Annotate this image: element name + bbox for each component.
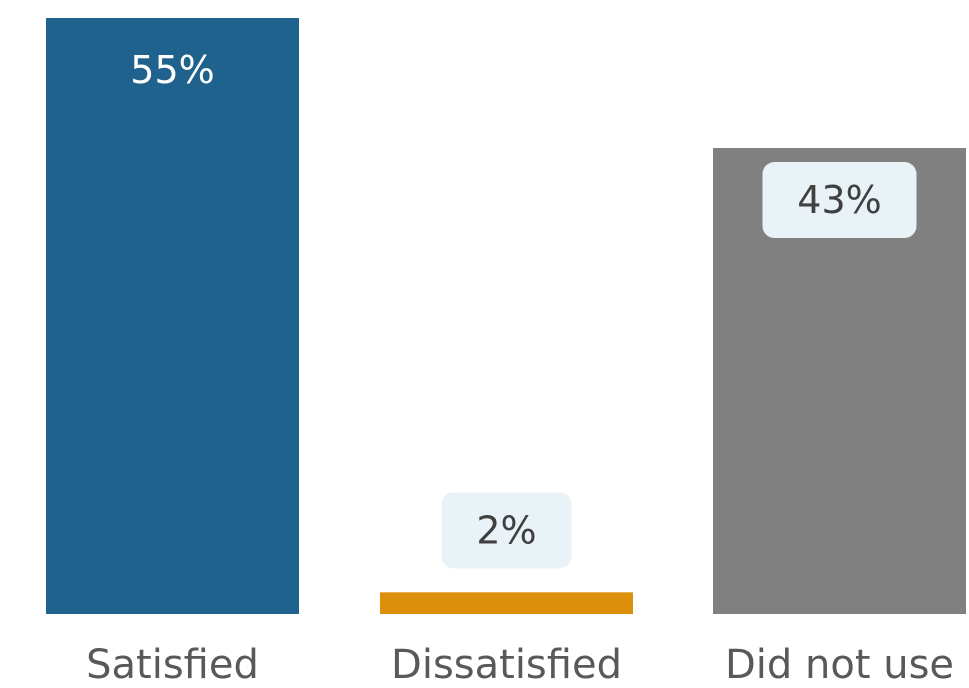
category-label-dissatisfied: Dissatisfied (391, 642, 622, 688)
data-label-box-satisfied (95, 32, 250, 108)
data-label-satisfied: 55% (130, 48, 214, 92)
data-label-box-dissatisfied (441, 492, 572, 569)
bar-satisfied (46, 18, 299, 614)
data-label-box-did-not-use (762, 162, 917, 239)
bar-dissatisfied (380, 592, 633, 614)
category-label-satisfied: Satisfied (86, 642, 259, 688)
category-label-did-not-use: Did not use (725, 642, 954, 688)
data-label-did-not-use: 43% (797, 178, 881, 222)
data-label-dissatisfied: 2% (476, 508, 536, 552)
